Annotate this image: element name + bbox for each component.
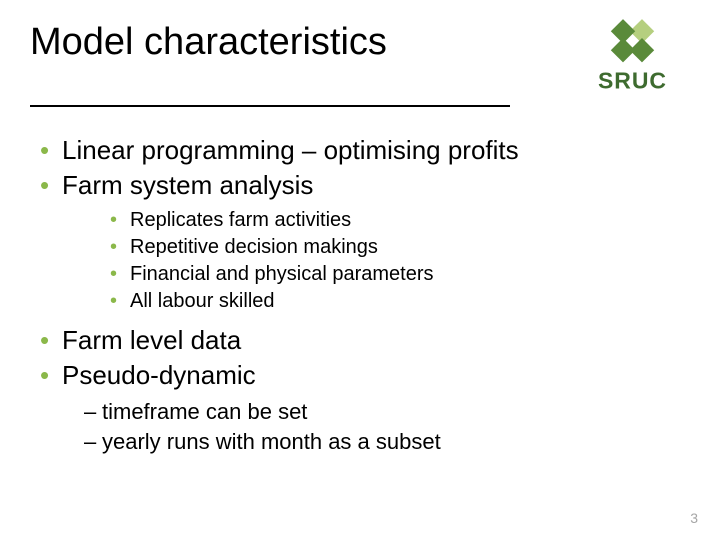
slide-title: Model characteristics (30, 22, 387, 64)
title-divider (30, 105, 510, 107)
logo-svg: SRUC (575, 19, 690, 97)
sub-bullet-replicates: Replicates farm activities (110, 207, 690, 234)
bullet-farm-system: Farm system analysis Replicates farm act… (40, 168, 690, 315)
sub-bullet-list-2: timeframe can be set yearly runs with mo… (62, 397, 690, 456)
bullet-linear-programming: Linear programming – optimising profits (40, 133, 690, 168)
sub-bullet-financial: Financial and physical parameters (110, 261, 690, 288)
slide: Model characteristics SRUC Linear progra… (0, 0, 720, 540)
bullet-pseudo-dynamic-label: Pseudo-dynamic (62, 360, 256, 390)
page-number: 3 (690, 510, 698, 526)
main-bullet-list: Linear programming – optimising profits … (30, 133, 690, 457)
sub-bullet-labour: All labour skilled (110, 288, 690, 315)
slide-header: Model characteristics SRUC (30, 22, 690, 97)
logo-text: SRUC (598, 68, 667, 94)
sub-bullet-list-1: Replicates farm activities Repetitive de… (62, 207, 690, 315)
bullet-farm-system-label: Farm system analysis (62, 170, 313, 200)
sruc-logo: SRUC (575, 19, 690, 97)
slide-content: Linear programming – optimising profits … (30, 133, 690, 457)
bullet-pseudo-dynamic: Pseudo-dynamic timeframe can be set year… (40, 358, 690, 456)
sub-bullet-timeframe: timeframe can be set (84, 397, 690, 427)
sub-bullet-yearly: yearly runs with month as a subset (84, 427, 690, 457)
bullet-farm-level-data: Farm level data (40, 323, 690, 358)
sub-bullet-repetitive: Repetitive decision makings (110, 234, 690, 261)
